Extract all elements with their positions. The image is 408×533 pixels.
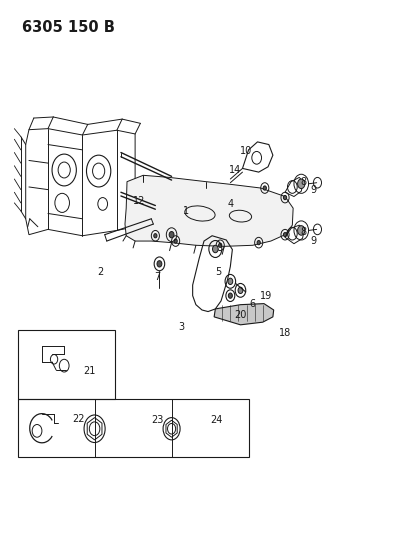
Polygon shape (214, 304, 274, 325)
Text: 21: 21 (84, 367, 96, 376)
Text: 3: 3 (179, 322, 185, 333)
Text: 14: 14 (229, 165, 241, 175)
Text: 23: 23 (151, 415, 164, 425)
Text: 20: 20 (234, 310, 247, 320)
Text: 18: 18 (279, 328, 291, 338)
Text: 22: 22 (72, 414, 84, 424)
Circle shape (157, 261, 162, 267)
Circle shape (228, 278, 233, 285)
Text: 12: 12 (133, 196, 145, 206)
Circle shape (174, 239, 177, 243)
Circle shape (297, 179, 305, 189)
Text: 8: 8 (300, 176, 306, 187)
Circle shape (257, 240, 260, 245)
Circle shape (213, 245, 218, 253)
Text: 4: 4 (227, 199, 233, 209)
Circle shape (238, 287, 243, 294)
Text: 1: 1 (183, 206, 189, 216)
Circle shape (263, 186, 266, 190)
Text: 9: 9 (310, 236, 317, 246)
Circle shape (284, 232, 287, 237)
Text: 6305 150 B: 6305 150 B (22, 20, 115, 35)
Circle shape (228, 293, 233, 298)
Circle shape (219, 243, 222, 247)
Text: 10: 10 (240, 146, 253, 156)
Text: 9: 9 (310, 184, 317, 195)
Text: 19: 19 (259, 290, 272, 301)
Circle shape (169, 231, 174, 238)
Circle shape (284, 196, 287, 200)
Text: 6: 6 (250, 298, 256, 309)
Text: 8: 8 (300, 227, 306, 237)
Circle shape (297, 225, 305, 235)
Text: 2: 2 (98, 267, 104, 277)
Polygon shape (125, 175, 293, 246)
Text: 7: 7 (154, 272, 160, 282)
Text: 5: 5 (215, 267, 221, 277)
Circle shape (154, 233, 157, 238)
Bar (18, 399, 248, 457)
Text: 24: 24 (210, 415, 222, 425)
Bar (18, 330, 115, 399)
